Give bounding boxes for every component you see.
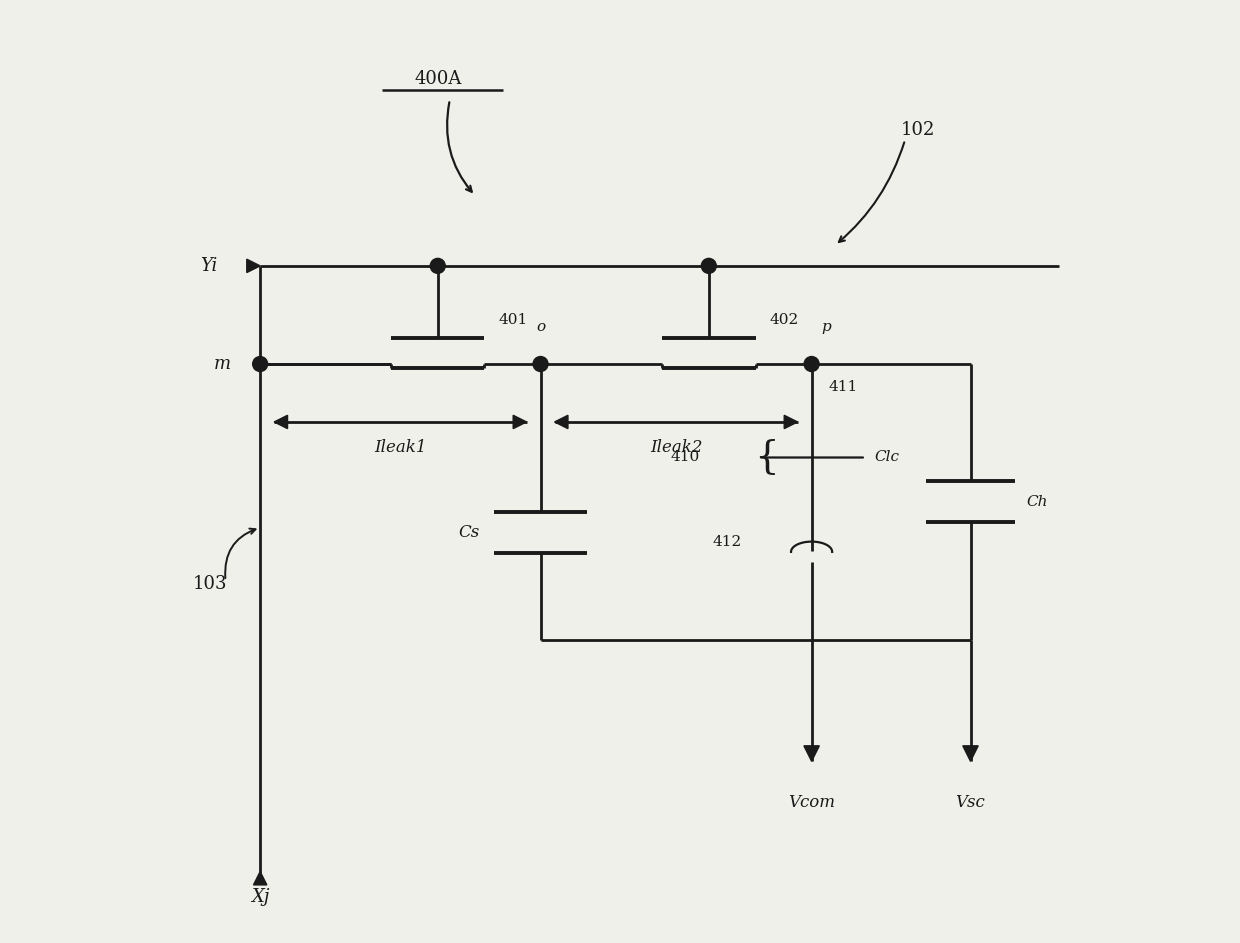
- Circle shape: [253, 356, 268, 372]
- Text: o: o: [536, 320, 546, 334]
- Text: Ileak2: Ileak2: [650, 438, 702, 455]
- Text: 412: 412: [712, 535, 742, 549]
- Text: Cs: Cs: [459, 523, 480, 540]
- Text: Ileak1: Ileak1: [374, 438, 427, 455]
- Text: 401: 401: [498, 313, 528, 326]
- Polygon shape: [247, 259, 260, 273]
- Text: 411: 411: [828, 380, 858, 394]
- Polygon shape: [513, 415, 527, 429]
- Circle shape: [702, 258, 717, 273]
- Text: m: m: [215, 355, 232, 373]
- Text: Clc: Clc: [874, 451, 899, 465]
- Polygon shape: [962, 746, 978, 761]
- Text: Ch: Ch: [1027, 495, 1048, 509]
- Text: p: p: [821, 320, 831, 334]
- Text: Yi: Yi: [200, 256, 217, 274]
- Circle shape: [804, 356, 820, 372]
- Text: 410: 410: [670, 451, 699, 465]
- Text: Vsc: Vsc: [956, 794, 986, 811]
- Text: Vcom: Vcom: [789, 794, 835, 811]
- Polygon shape: [253, 871, 267, 885]
- Polygon shape: [804, 746, 820, 761]
- Polygon shape: [554, 415, 568, 429]
- Text: Xj: Xj: [250, 887, 269, 906]
- Text: 102: 102: [900, 122, 935, 140]
- Text: 103: 103: [193, 574, 227, 592]
- Text: 402: 402: [770, 313, 799, 326]
- Polygon shape: [274, 415, 288, 429]
- Polygon shape: [784, 415, 797, 429]
- Circle shape: [533, 356, 548, 372]
- Text: 400A: 400A: [414, 70, 461, 88]
- Circle shape: [430, 258, 445, 273]
- Text: {: {: [754, 439, 779, 476]
